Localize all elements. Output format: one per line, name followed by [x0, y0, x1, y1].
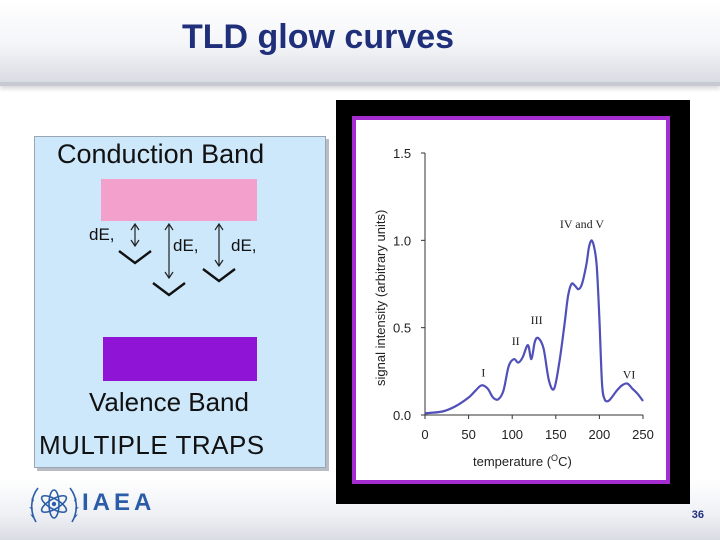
x-tick-label: 0 [421, 427, 428, 442]
y-tick-label: 0.0 [393, 408, 411, 423]
x-tick-label: 250 [632, 427, 654, 442]
x-tick-label: 50 [461, 427, 475, 442]
x-axis-label-degree: O [551, 453, 558, 463]
x-tick-label: 150 [545, 427, 567, 442]
x-tick-label: 100 [501, 427, 523, 442]
glow-curve-line [424, 239, 644, 415]
multiple-traps-diagram: Conduction Band dE, dE, dE, Valence Band… [34, 136, 326, 468]
valence-band-label: Valence Band [89, 387, 249, 417]
peak-annotation: II [512, 334, 520, 348]
atom-emblem-icon [29, 487, 79, 523]
y-tick-label: 1.5 [393, 146, 411, 161]
x-axis-label: temperature (OC) [473, 453, 572, 469]
iaea-logo [28, 482, 158, 530]
valence-band-rect [103, 337, 257, 381]
header-band [0, 0, 720, 86]
trap-label-1: dE, [89, 225, 115, 244]
trap-label-2: dE, [173, 236, 199, 255]
slide-title: TLD glow curves [182, 18, 455, 56]
peak-annotation: VI [623, 367, 636, 381]
conduction-band-label: Conduction Band [57, 139, 265, 169]
conduction-band-rect [101, 179, 257, 221]
x-axis-label-unit: C) [558, 454, 572, 469]
trap-level-1 [118, 250, 152, 265]
peak-annotation: IV and V [560, 217, 605, 231]
y-tick-label: 0.5 [393, 321, 411, 336]
multiple-traps-caption: MULTIPLE TRAPS [39, 430, 265, 460]
x-tick-label: 200 [589, 427, 611, 442]
page-number: 36 [691, 509, 704, 521]
x-axis-label-text: temperature ( [473, 454, 552, 469]
peak-annotation: III [531, 313, 543, 327]
peak-annotation: I [481, 366, 485, 380]
trap-level-3 [202, 268, 236, 283]
trap-level-2 [152, 282, 186, 297]
trap-label-3: dE, [231, 236, 257, 255]
chart-frame [352, 116, 670, 484]
y-axis-label: signal intensity (arbitrary units) [373, 210, 388, 386]
y-tick-label: 1.0 [393, 233, 411, 248]
trap-arrows-graphic [118, 222, 236, 297]
logo-text: IAEA [82, 489, 156, 516]
